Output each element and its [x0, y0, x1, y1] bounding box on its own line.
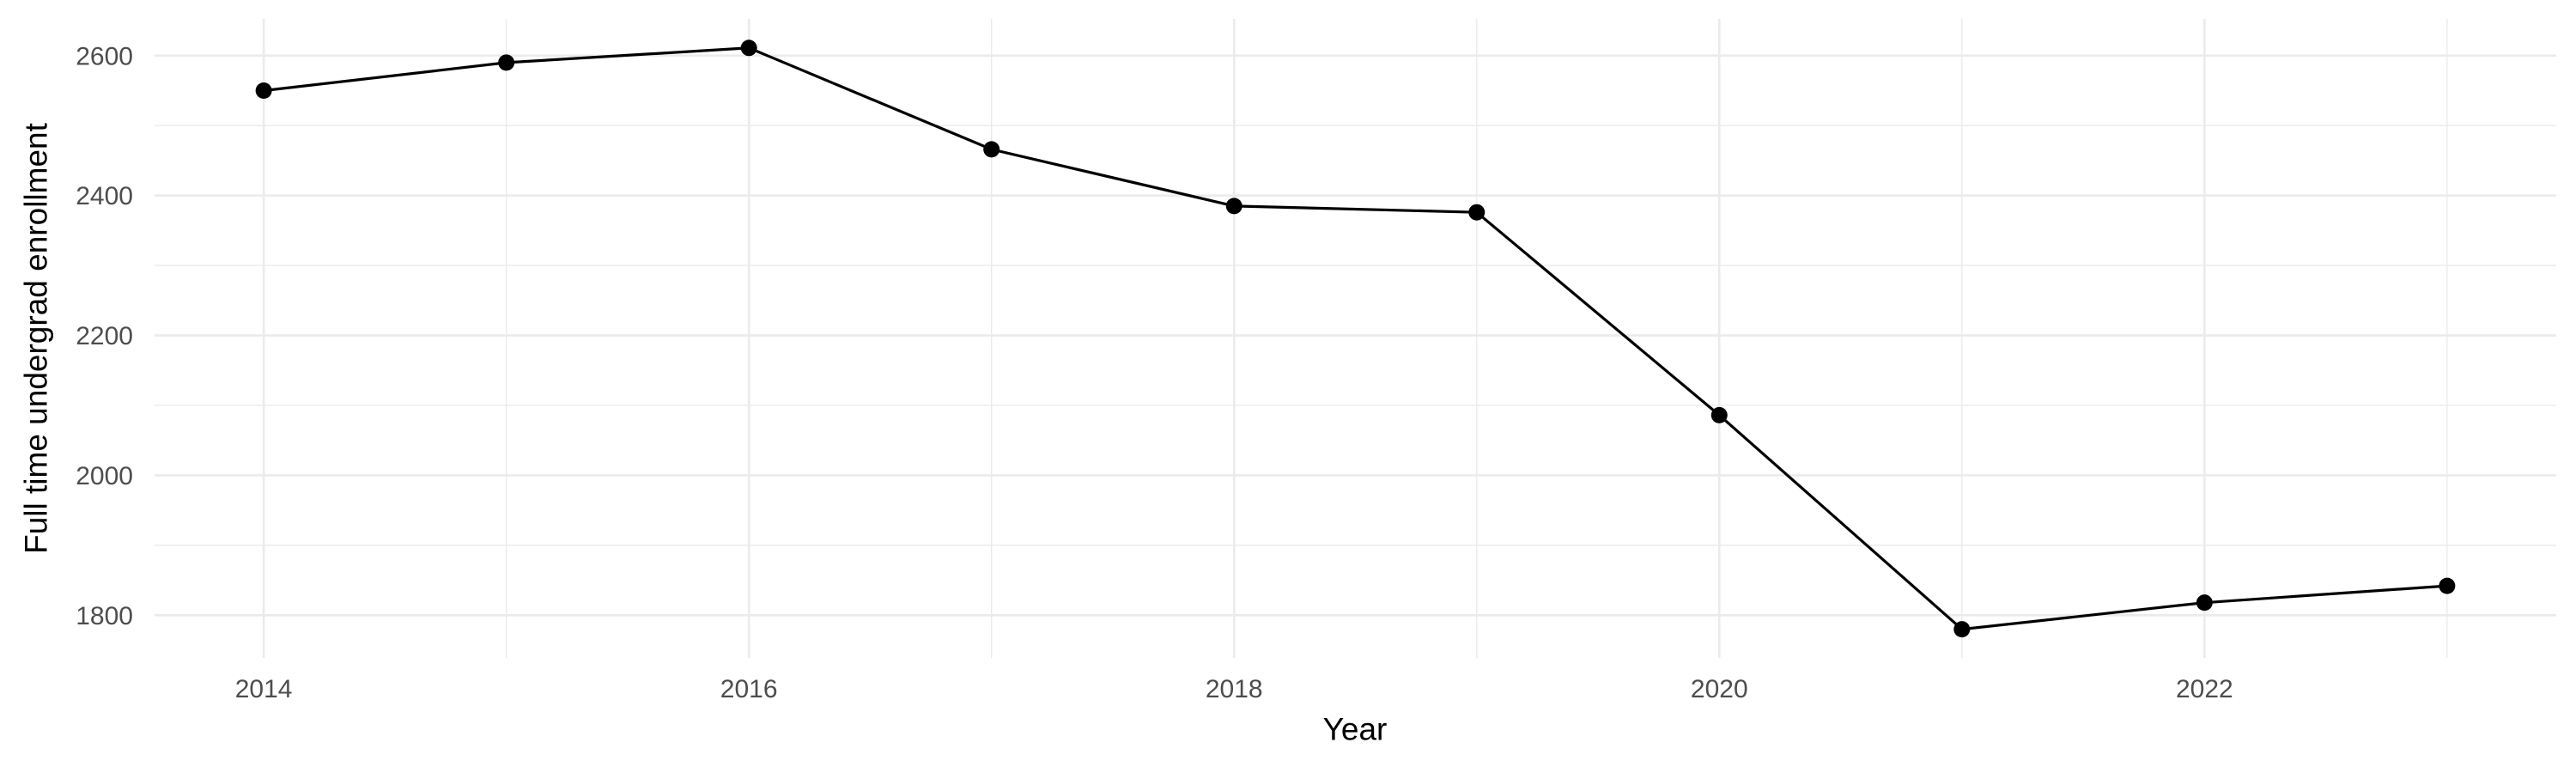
y-tick-label: 2600	[76, 42, 133, 70]
data-points	[255, 40, 2456, 638]
y-axis-title: Full time undergrad enrollment	[18, 123, 54, 554]
x-tick-label: 2016	[720, 675, 778, 703]
gridlines-minor	[155, 19, 2556, 658]
x-tick-labels: 2014 2016 2018 2020 2022	[235, 675, 2233, 703]
data-point	[983, 141, 1000, 158]
y-tick-label: 2200	[76, 322, 133, 350]
data-point	[1225, 198, 1242, 215]
y-tick-label: 1800	[76, 602, 133, 630]
data-point	[740, 40, 757, 57]
x-tick-label: 2018	[1206, 675, 1263, 703]
x-tick-label: 2020	[1691, 675, 1748, 703]
data-point	[2196, 594, 2213, 612]
data-point	[1468, 204, 1485, 221]
x-tick-label: 2014	[235, 675, 293, 703]
data-point	[2439, 577, 2456, 594]
data-point	[1953, 621, 1971, 638]
y-tick-label: 2400	[76, 182, 133, 210]
x-axis-title: Year	[1322, 711, 1388, 747]
x-tick-label: 2022	[2176, 675, 2233, 703]
data-point	[498, 54, 515, 71]
gridlines-major	[155, 19, 2556, 658]
data-line	[263, 46, 2447, 631]
y-tick-label: 2000	[76, 462, 133, 490]
data-point	[255, 82, 272, 99]
y-tick-labels: 1800 2000 2200 2400 2600	[76, 42, 133, 630]
data-point	[1710, 406, 1728, 423]
